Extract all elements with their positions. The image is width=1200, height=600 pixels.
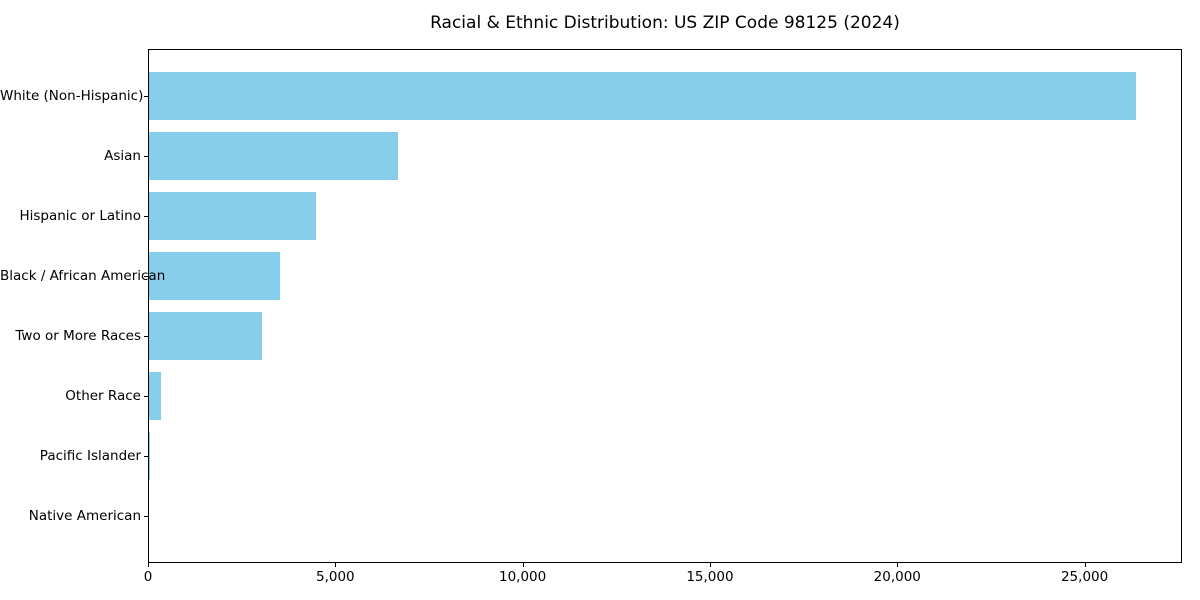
y-tick-mark: [144, 456, 148, 457]
y-tick-label: Other Race: [65, 387, 141, 404]
bar: [149, 252, 280, 300]
bar: [149, 132, 399, 181]
y-tick-label: Black / African American: [0, 268, 166, 285]
y-tick-mark: [144, 216, 148, 217]
y-tick-label: White (Non-Hispanic): [0, 88, 144, 105]
x-tick-label: 20,000: [873, 569, 921, 585]
y-tick-mark: [144, 276, 148, 277]
x-tick-mark: [897, 563, 898, 567]
x-tick-mark: [1085, 563, 1086, 567]
x-tick-mark: [523, 563, 524, 567]
x-tick-mark: [335, 563, 336, 567]
y-tick-mark: [144, 336, 148, 337]
bar: [149, 192, 316, 241]
chart-title: Racial & Ethnic Distribution: US ZIP Cod…: [430, 13, 900, 33]
x-tick-label: 0: [143, 569, 153, 585]
x-tick-label: 5,000: [315, 569, 355, 585]
x-tick-label: 10,000: [499, 569, 547, 585]
y-tick-mark: [144, 516, 148, 517]
x-tick-label: 25,000: [1060, 569, 1109, 585]
x-tick-mark: [148, 563, 149, 567]
x-tick-label: 15,000: [686, 569, 734, 585]
bar: [149, 311, 263, 360]
x-tick-mark: [710, 563, 711, 567]
y-tick-label: Two or More Races: [15, 327, 141, 344]
y-tick-mark: [144, 96, 148, 97]
y-tick-mark: [144, 396, 148, 397]
y-tick-label: Hispanic or Latino: [19, 208, 141, 225]
y-tick-label: Pacific Islander: [39, 447, 141, 464]
y-tick-label: Asian: [104, 148, 141, 165]
bar: [149, 72, 1136, 121]
y-tick-label: Native American: [28, 507, 141, 524]
bar: [149, 431, 150, 480]
bar: [149, 371, 161, 420]
plot-area: [148, 49, 1182, 563]
y-tick-mark: [144, 156, 148, 157]
